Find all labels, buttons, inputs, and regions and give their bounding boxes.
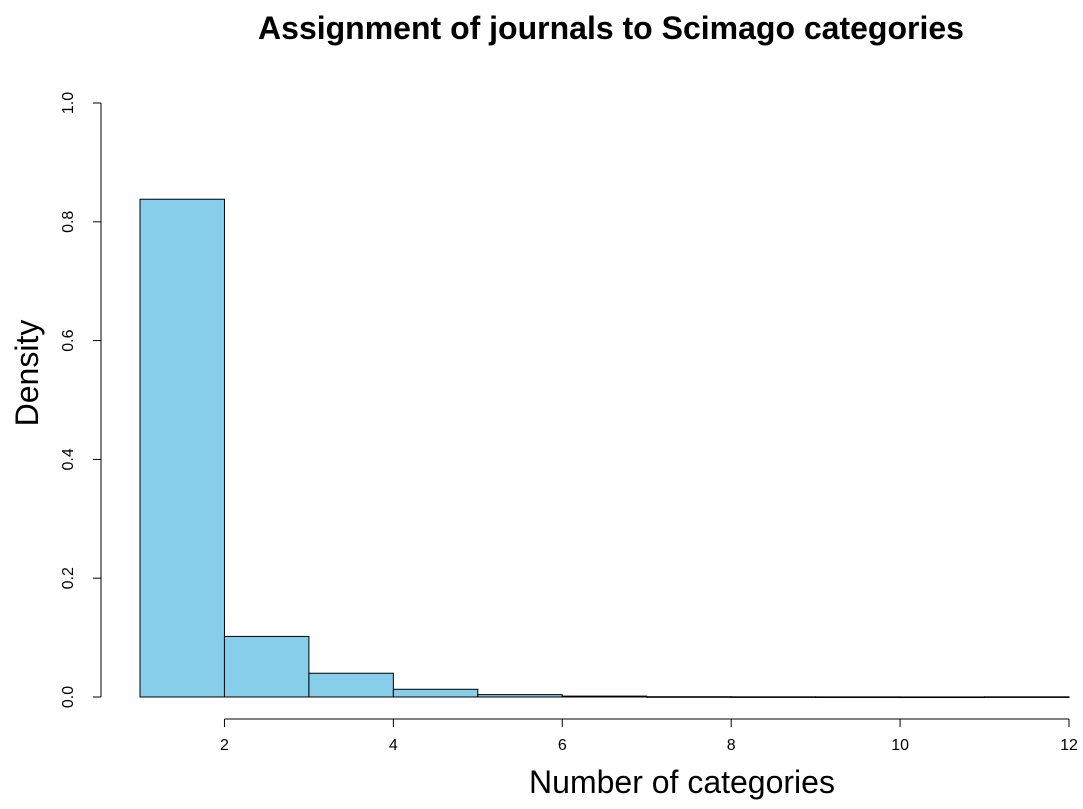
bar-5-6 [477,694,563,698]
bar-10-11 [899,696,986,699]
y-axis-title: Density [9,320,45,427]
bar-9-10 [815,696,901,698]
y-tick-label: 0.0 [60,686,77,708]
x-tick-label: 8 [727,737,736,754]
y-tick-label: 0.8 [60,211,77,233]
y-tick-label: 0.4 [60,448,77,470]
bar-7-8 [646,696,732,698]
bar-8-9 [730,696,817,698]
x-tick-label: 2 [220,737,229,754]
bar-11-12 [984,696,1070,698]
y-tick-label: 0.6 [60,329,77,351]
histogram-bars [139,198,1070,699]
x-axis: 2 4 6 8 10 12 [220,718,1078,754]
y-axis: 0.0 0.2 0.4 0.6 0.8 1.0 [60,92,102,708]
x-axis-title: Number of categories [529,764,835,800]
x-tick-label: 4 [389,737,398,754]
bar-6-7 [561,695,648,698]
bar-1-2 [139,198,225,698]
bar-4-5 [392,688,479,698]
x-tick-label: 6 [558,737,567,754]
chart-title: Assignment of journals to Scimago catego… [258,10,964,46]
x-tick-label: 10 [891,737,909,754]
y-tick-label: 1.0 [60,92,77,114]
x-tick-label: 12 [1060,737,1078,754]
bar-3-4 [308,672,394,698]
bar-2-3 [223,635,310,698]
y-tick-label: 0.2 [60,567,77,589]
